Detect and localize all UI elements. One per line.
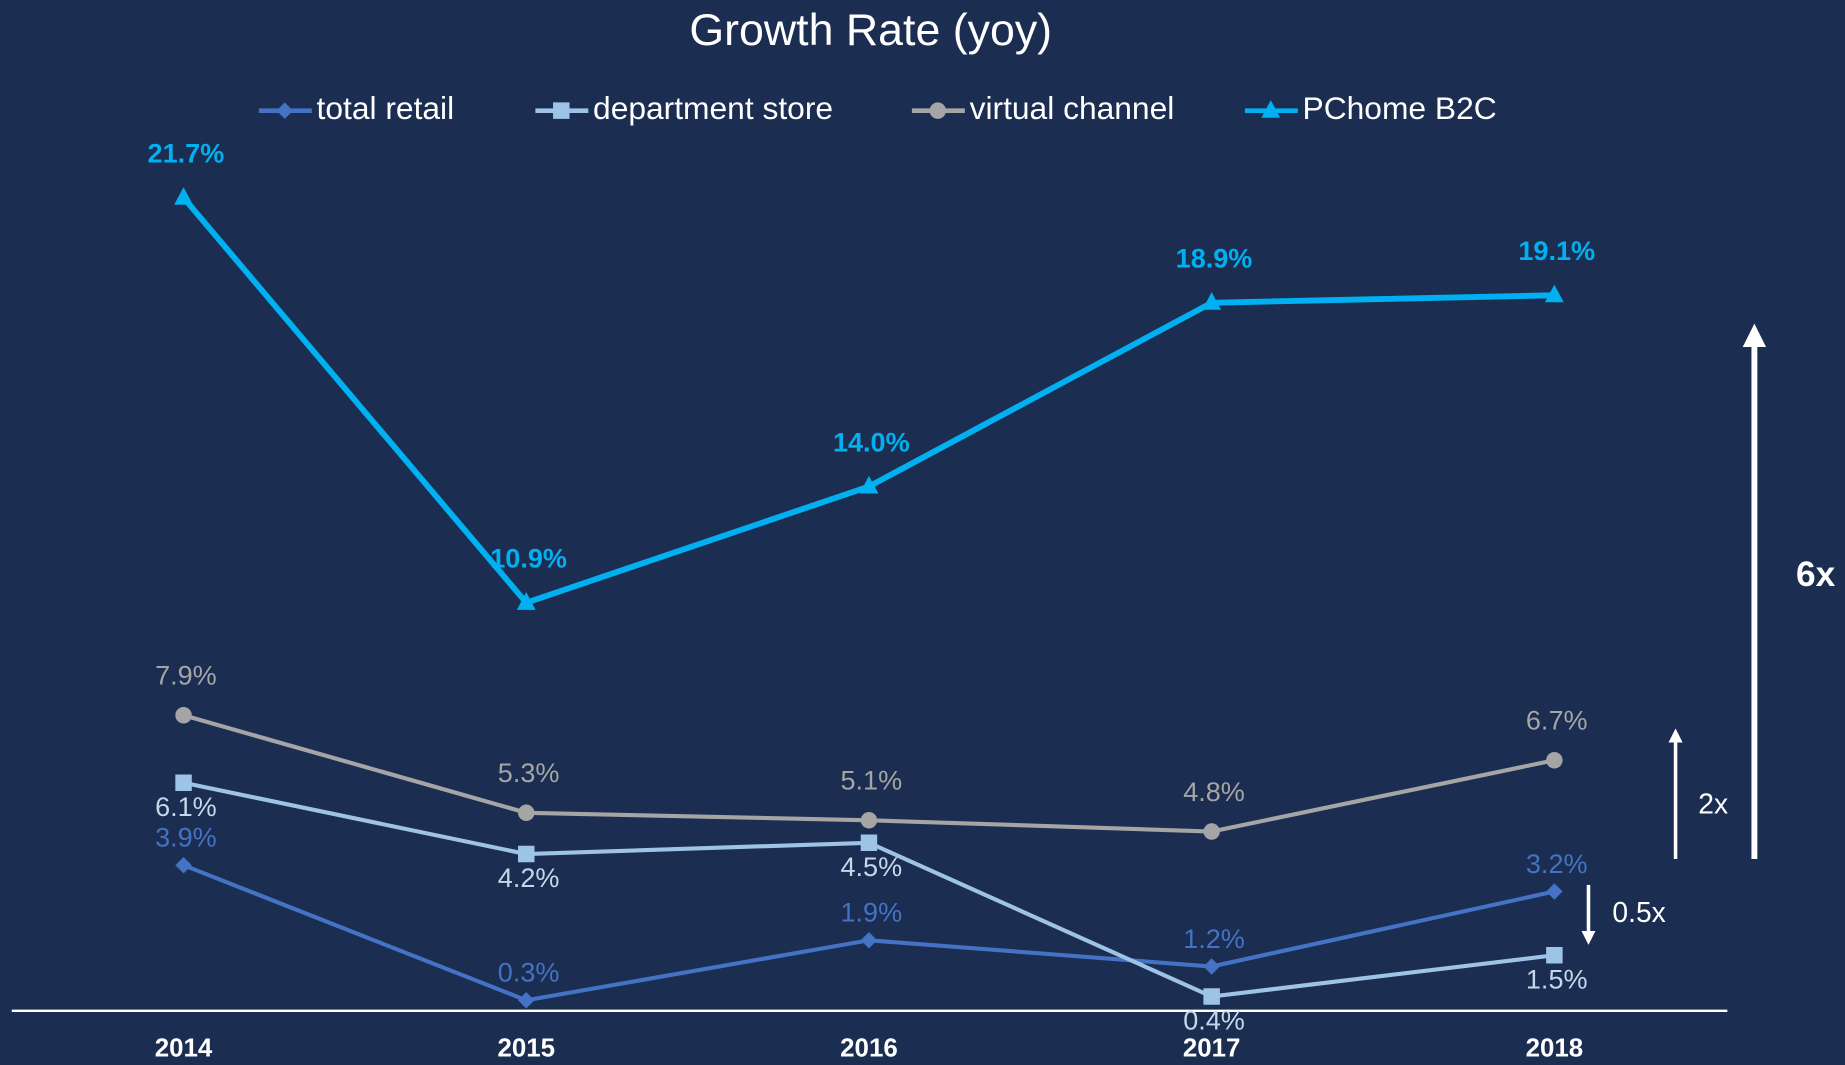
annotation: 0.5x: [1612, 896, 1665, 928]
marker: [175, 774, 192, 791]
marker: [860, 932, 878, 949]
marker: [1203, 988, 1220, 1005]
marker: [859, 475, 879, 494]
x-tick-label: 2014: [155, 1034, 213, 1062]
data-label: 3.2%: [1526, 849, 1588, 879]
x-tick-label: 2016: [840, 1034, 898, 1062]
legend-label: virtual channel: [970, 90, 1175, 126]
legend-label: PChome B2C: [1303, 90, 1497, 126]
data-label: 0.3%: [498, 958, 560, 988]
data-label: 10.9%: [490, 544, 567, 574]
marker: [1202, 292, 1222, 310]
annotation: 2x: [1698, 788, 1728, 820]
legend-label: total retail: [317, 90, 455, 126]
data-label: 1.5%: [1526, 964, 1588, 994]
marker: [516, 592, 536, 610]
marker: [518, 804, 535, 821]
marker: [929, 102, 947, 119]
data-label: 19.1%: [1518, 236, 1595, 266]
data-label: 4.5%: [840, 852, 902, 882]
chart-title: Growth Rate (yoy): [689, 6, 1052, 55]
data-label: 3.9%: [155, 823, 217, 853]
marker: [860, 812, 878, 829]
marker: [553, 102, 570, 119]
data-label: 6.1%: [155, 792, 217, 822]
marker: [1261, 100, 1281, 118]
data-label: 21.7%: [148, 139, 225, 169]
marker: [174, 187, 193, 205]
data-label: 0.4%: [1183, 1006, 1245, 1036]
data-label: 1.2%: [1183, 924, 1245, 954]
marker: [1546, 752, 1563, 769]
legend-label: department store: [593, 90, 833, 126]
data-label: 4.2%: [498, 863, 560, 893]
data-label: 5.1%: [840, 766, 902, 796]
marker: [175, 707, 192, 724]
data-label: 6.7%: [1526, 706, 1588, 736]
x-tick-label: 2017: [1183, 1034, 1241, 1062]
data-label: 18.9%: [1176, 244, 1253, 274]
x-tick-label: 2015: [497, 1034, 555, 1062]
data-label: 7.9%: [155, 661, 217, 691]
marker: [1203, 958, 1220, 975]
marker: [1203, 823, 1220, 840]
x-tick-label: 2018: [1526, 1034, 1584, 1062]
data-label: 5.3%: [498, 758, 560, 788]
marker: [1544, 284, 1564, 303]
annotation: 6x: [1796, 555, 1836, 594]
data-label: 4.8%: [1183, 777, 1245, 807]
marker: [860, 834, 878, 851]
data-label: 14.0%: [833, 427, 910, 457]
marker: [276, 102, 293, 119]
marker: [518, 845, 535, 863]
marker: [1546, 947, 1563, 964]
data-label: 1.9%: [840, 898, 902, 928]
